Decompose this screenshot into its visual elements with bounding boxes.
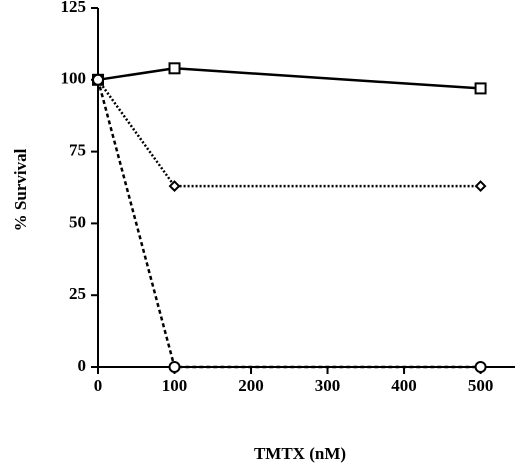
marker (92, 73, 104, 86)
y-tick-label: 0 (78, 356, 87, 375)
series-line (96, 79, 481, 369)
x-tick-label: 100 (162, 376, 188, 395)
x-axis-label: TMTX (nM) (254, 444, 346, 463)
x-tick-label: 500 (468, 376, 494, 395)
marker (168, 180, 181, 192)
marker (474, 361, 487, 373)
x-tick-label: 200 (238, 376, 264, 395)
y-axis-label: % Survival (11, 148, 30, 231)
series-line (96, 79, 481, 188)
x-tick-label: 300 (315, 376, 341, 395)
marker (474, 180, 487, 192)
marker (168, 62, 181, 75)
marker (474, 82, 487, 95)
y-tick-label: 75 (69, 141, 86, 160)
y-tick-label: 125 (61, 0, 87, 16)
x-tick-label: 400 (391, 376, 417, 395)
y-tick-label: 25 (69, 284, 86, 303)
marker (168, 361, 181, 373)
y-tick-label: 50 (69, 212, 86, 231)
x-tick-label: 0 (94, 376, 103, 395)
y-tick-label: 100 (61, 69, 87, 88)
series-line (97, 67, 481, 90)
